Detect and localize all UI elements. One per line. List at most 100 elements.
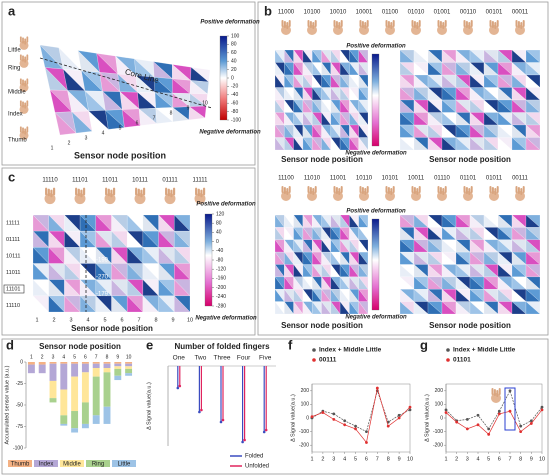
y-tick-label: 11011 — [6, 270, 20, 276]
heatmap-cell — [321, 137, 331, 151]
data-point — [321, 411, 325, 414]
heatmap-cell — [274, 301, 285, 315]
hand-icon — [359, 25, 369, 35]
hand-icon — [392, 20, 395, 27]
bar-segment — [71, 362, 79, 364]
colorbar-title: Negative deformation — [345, 151, 407, 157]
bar-segment — [81, 372, 89, 403]
bar-segment — [125, 373, 133, 376]
y-tick-label: -200 — [433, 443, 443, 449]
hand-icon — [307, 25, 317, 35]
hand-icon — [437, 186, 440, 193]
gesture-code: 00111 — [512, 176, 528, 182]
x-tick-label: Three — [214, 355, 231, 362]
axis-title: Sensor node position — [281, 321, 363, 330]
y-tick-label: 100 — [301, 402, 310, 408]
hand-icon — [140, 189, 143, 198]
heatmap-cell — [122, 109, 141, 128]
gesture-code: 00110 — [460, 10, 477, 16]
hand-icon — [142, 187, 146, 196]
hand-icon — [361, 21, 364, 28]
data-point — [444, 408, 448, 412]
hand-icon — [437, 20, 440, 27]
hand-icon — [312, 22, 315, 29]
hand-icon — [333, 25, 343, 35]
hand-icon — [416, 22, 419, 29]
x-tick-label: 8 — [519, 456, 522, 462]
heatmap-cell — [111, 295, 128, 313]
heatmap-cell — [312, 137, 322, 151]
data-point — [519, 424, 523, 428]
hand-icon — [418, 186, 421, 193]
heatmap-cell — [427, 137, 443, 151]
hand-icon — [468, 22, 471, 29]
hand-icon — [137, 188, 140, 197]
colorbar-tick-label: -40 — [231, 92, 238, 98]
y-tick-label: 0 — [306, 415, 309, 421]
hand-icon — [194, 193, 206, 205]
x-tick-label: 9 — [398, 456, 401, 462]
hand-icon — [517, 21, 520, 28]
panel-label: g — [420, 337, 428, 352]
hand-icon — [522, 20, 525, 27]
panel-label: e — [146, 337, 153, 352]
gesture-code: 11001 — [330, 176, 347, 182]
heatmap-cell — [483, 137, 499, 151]
x-tick-label: 5 — [354, 456, 357, 462]
x-tick-label: 2 — [52, 317, 55, 323]
hand-icon — [489, 191, 499, 201]
hand-icon — [26, 54, 29, 61]
finger-label: Ring — [8, 66, 20, 72]
bar-segment — [71, 376, 79, 412]
x-tick-label: 8 — [170, 110, 173, 116]
colorbar-tick-label: -20 — [231, 84, 238, 90]
hand-icon — [444, 186, 447, 193]
hand-icon — [197, 188, 200, 197]
bar-segment — [60, 362, 68, 364]
finger-label: Thumb — [8, 138, 27, 144]
hand-icon — [465, 21, 468, 28]
hand-icon — [465, 187, 468, 194]
x-tick-label: 7 — [376, 456, 379, 462]
heatmap-cell — [188, 106, 206, 121]
colorbar — [371, 53, 380, 147]
bar-segment — [103, 363, 111, 369]
bar-segment — [71, 363, 79, 377]
data-point — [365, 430, 368, 433]
gesture-code: 11000 — [278, 10, 295, 16]
legend-swatch — [312, 348, 316, 352]
heatmap-cell — [497, 301, 513, 315]
data-point — [519, 430, 523, 433]
x-tick-label: 2 — [321, 456, 324, 462]
colorbar-title: Positive deformation — [196, 202, 256, 208]
bar-segment — [81, 363, 89, 373]
stem-point — [221, 418, 225, 422]
legend-label: Index + Middle Little — [453, 347, 516, 354]
hand-icon — [281, 191, 291, 201]
hand-icon — [281, 25, 291, 35]
axis-title: Sensor node position — [281, 155, 363, 164]
hand-icon — [364, 188, 367, 195]
stem-point — [178, 384, 182, 388]
hand-icon — [281, 20, 284, 27]
hand-icon — [359, 191, 369, 201]
heatmap-cell — [455, 137, 471, 151]
heatmap-cell — [142, 295, 159, 313]
x-tick-label: 10 — [407, 456, 413, 462]
x-tick-label: 5 — [487, 456, 490, 462]
hand-icon — [439, 21, 442, 28]
x-tick-label: 1 — [30, 354, 33, 360]
heatmap-cell — [312, 301, 322, 315]
colorbar-tick-label: 100 — [231, 33, 240, 39]
x-tick-label: 8 — [106, 354, 109, 360]
y-tick-label: 10111 — [6, 253, 20, 259]
hand-icon — [195, 187, 198, 196]
hand-icon — [463, 20, 466, 27]
axis-title: Accumulated sensor value (a.u.) — [4, 365, 10, 444]
panel-label: b — [264, 3, 272, 18]
gesture-code: 01101 — [460, 176, 477, 182]
x-tick-label: 10 — [187, 317, 193, 323]
y-tick-label: 0 — [20, 359, 23, 365]
stem-point — [176, 386, 180, 390]
heatmap-cell — [469, 137, 485, 151]
